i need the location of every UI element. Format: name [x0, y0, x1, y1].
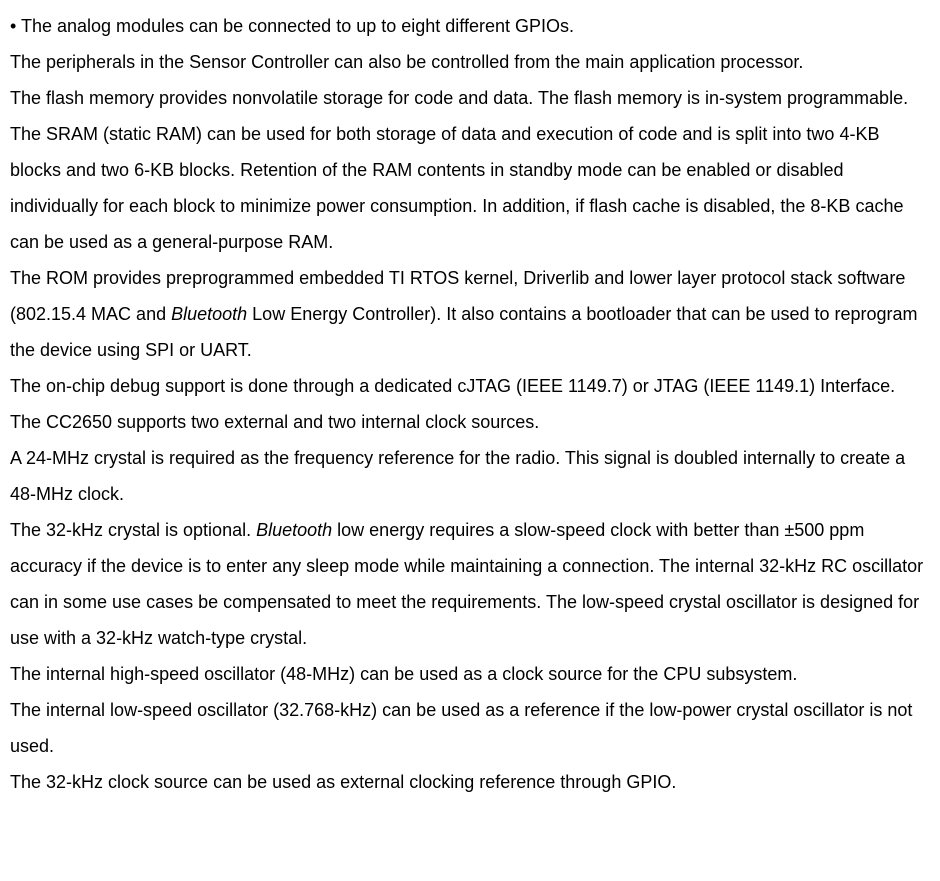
paragraph-ls-osc: The internal low-speed oscillator (32.76… — [10, 692, 930, 764]
paragraph-clock-sources: The CC2650 supports two external and two… — [10, 404, 930, 440]
paragraph-32khz: The 32-kHz crystal is optional. Bluetoot… — [10, 512, 930, 656]
paragraph-24mhz: A 24-MHz crystal is required as the freq… — [10, 440, 930, 512]
paragraph-gpio-clock: The 32-kHz clock source can be used as e… — [10, 764, 930, 800]
text-run: The 32-kHz crystal is optional. — [10, 520, 256, 540]
text-italic-bluetooth: Bluetooth — [171, 304, 247, 324]
paragraph-hs-osc: The internal high-speed oscillator (48-M… — [10, 656, 930, 692]
paragraph-sram: The SRAM (static RAM) can be used for bo… — [10, 116, 930, 260]
bullet-item: • The analog modules can be connected to… — [10, 8, 930, 44]
paragraph-peripherals: The peripherals in the Sensor Controller… — [10, 44, 930, 80]
paragraph-rom: The ROM provides preprogrammed embedded … — [10, 260, 930, 368]
text-italic-bluetooth: Bluetooth — [256, 520, 332, 540]
paragraph-debug: The on-chip debug support is done throug… — [10, 368, 930, 404]
paragraph-flash: The flash memory provides nonvolatile st… — [10, 80, 930, 116]
